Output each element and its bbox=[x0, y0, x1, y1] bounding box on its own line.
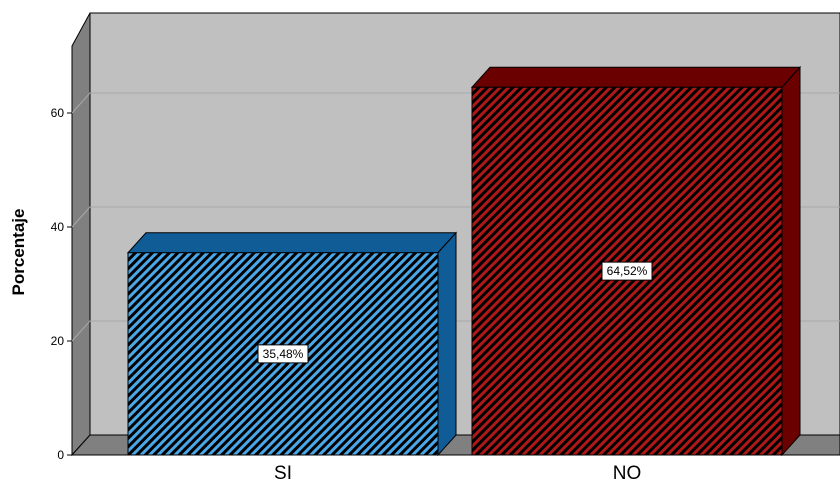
data-label: 35,48% bbox=[263, 347, 304, 361]
y-tick-label: 20 bbox=[51, 334, 65, 348]
labels: SI 35,48% NO 64,52% bbox=[257, 261, 653, 482]
category-label: NO bbox=[613, 463, 642, 482]
bars bbox=[126, 65, 802, 457]
data-label-box bbox=[601, 261, 653, 281]
y-tick-label: 40 bbox=[51, 220, 65, 234]
y-tick-label: 0 bbox=[57, 448, 64, 462]
category-label: SI bbox=[274, 463, 292, 482]
y-axis: 0 20 40 60 bbox=[51, 106, 72, 462]
bar-no bbox=[470, 65, 802, 457]
data-label-box bbox=[257, 344, 309, 364]
bar-si bbox=[126, 231, 458, 457]
left-wall bbox=[71, 12, 91, 457]
y-axis-title: Porcentaje bbox=[9, 209, 28, 296]
data-label: 64,52% bbox=[607, 264, 648, 278]
y-tick-label: 60 bbox=[51, 106, 65, 120]
